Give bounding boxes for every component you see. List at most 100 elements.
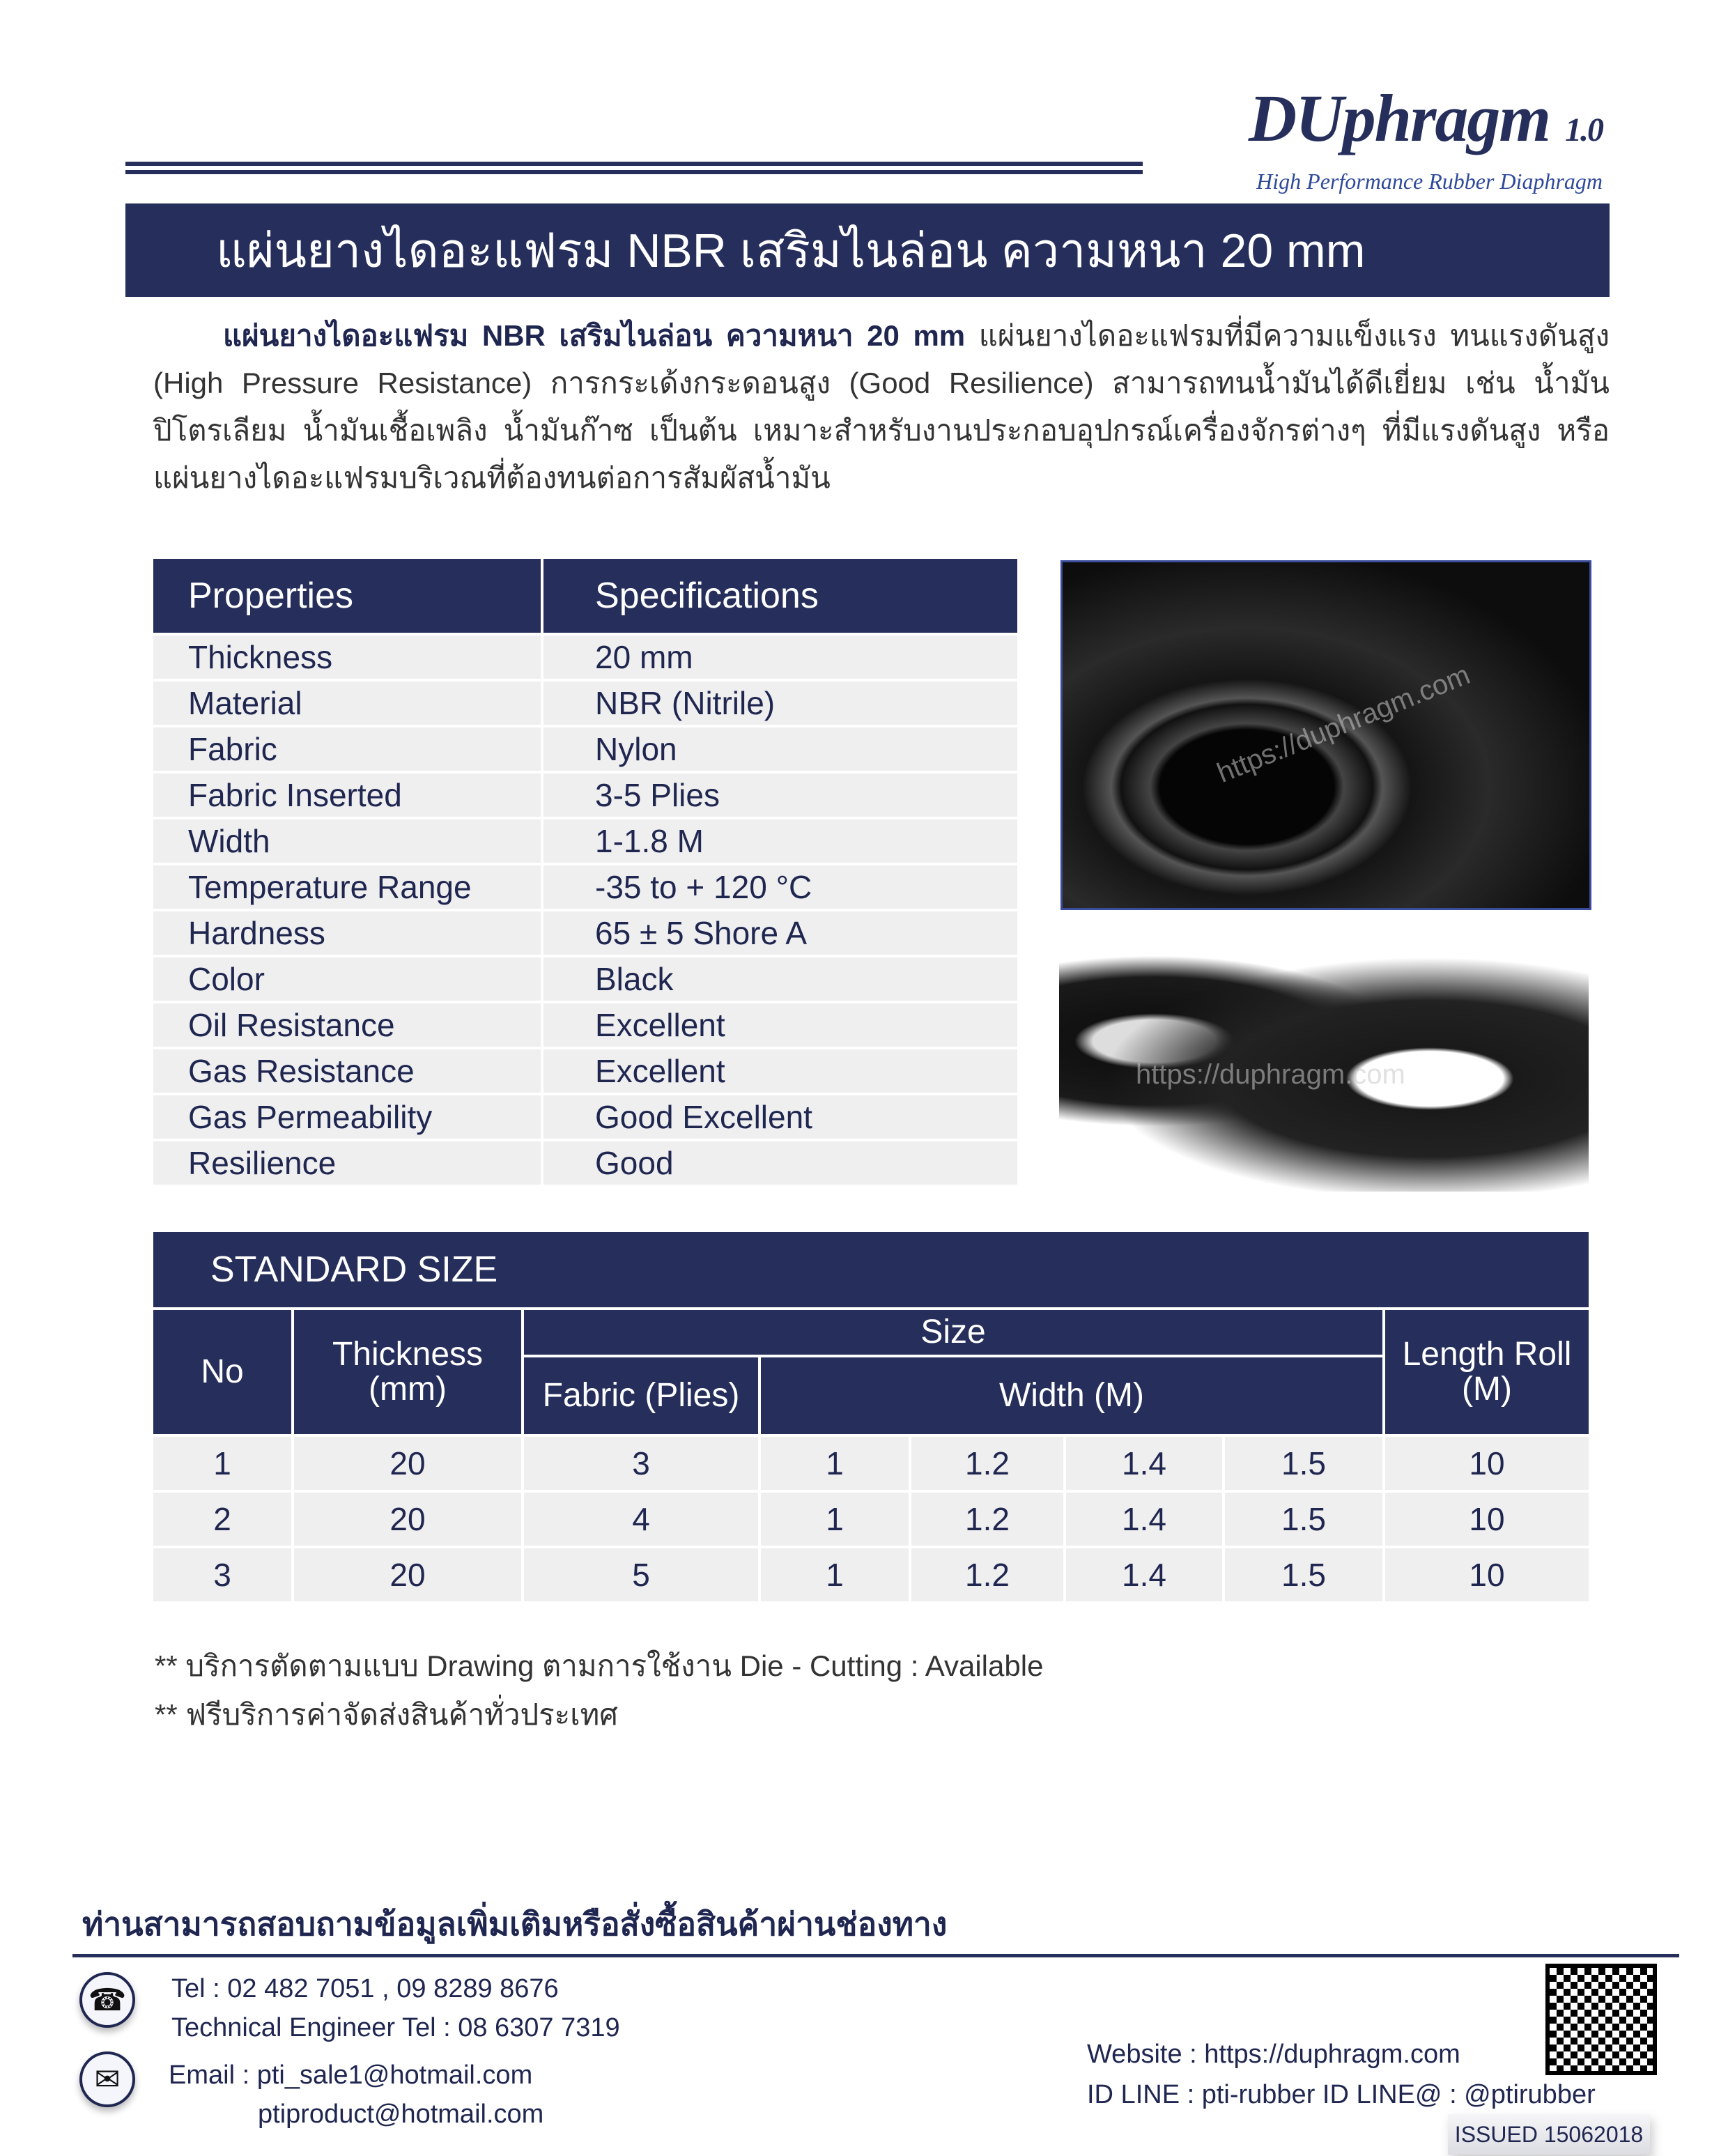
spec-value: Excellent [543, 1003, 1017, 1047]
product-image-roll: https://duphragm.com [1060, 560, 1591, 910]
logo-tagline: High Performance Rubber Diaphragm [1256, 169, 1603, 194]
tech-phone: Technical Engineer Tel : 08 6307 7319 [171, 2013, 620, 2042]
description-bold: แผ่นยางไดอะแฟรม NBR เสริมไนล่อน ความหนา … [223, 319, 966, 352]
table-cell: 20 [294, 1548, 521, 1601]
spec-value: 1-1.8 M [543, 819, 1017, 863]
header-length: Length Roll (M) [1385, 1310, 1589, 1434]
property-name: Thickness [153, 636, 541, 679]
standard-size-title: STANDARD SIZE [153, 1232, 1589, 1307]
table-cell: 1.4 [1066, 1548, 1222, 1601]
line-id: ID LINE : pti-rubber ID LINE@ : @ptirubb… [1087, 2080, 1596, 2109]
table-cell: 2 [153, 1493, 291, 1546]
spec-value: NBR (Nitrile) [543, 682, 1017, 725]
header-size: Size [524, 1310, 1382, 1355]
property-name: Resilience [153, 1141, 541, 1185]
table-row: 3 20 5 1 1.2 1.4 1.5 10 [153, 1548, 1589, 1601]
header-no: No [153, 1310, 291, 1434]
spec-value: 3-5 Plies [543, 773, 1017, 817]
logo-name: DUphragm [1248, 81, 1551, 155]
contact-heading: ท่านสามารถสอบถามข้อมูลเพิ่มเติมหรือสั่งซ… [82, 1906, 948, 1942]
header-width: Width (M) [761, 1357, 1382, 1434]
table-cell: 10 [1385, 1437, 1589, 1490]
spec-value: -35 to + 120 °C [543, 865, 1017, 909]
table-cell: 1 [761, 1548, 909, 1601]
watermark: https://duphragm.com [1212, 659, 1474, 789]
header-thickness: Thickness (mm) [294, 1310, 521, 1434]
property-name: Material [153, 682, 541, 725]
table-cell: 1 [153, 1437, 291, 1490]
table-cell: 1.5 [1225, 1437, 1382, 1490]
spec-value: Nylon [543, 727, 1017, 771]
email-icon: ✉ [79, 2051, 135, 2107]
table-cell: 1.4 [1066, 1437, 1222, 1490]
watermark: https://duphragm.com [1136, 1059, 1405, 1090]
table-cell: 10 [1385, 1493, 1589, 1546]
table-cell: 1 [761, 1437, 909, 1490]
property-name: Temperature Range [153, 865, 541, 909]
table-row: Gas Permeability Good Excellent [153, 1095, 1017, 1139]
table-row: Hardness 65 ± 5 Shore A [153, 911, 1017, 955]
table-row: Fabric Nylon [153, 727, 1017, 771]
property-name: Gas Resistance [153, 1049, 541, 1093]
table-row: Thickness 20 mm [153, 636, 1017, 679]
table-cell: 10 [1385, 1548, 1589, 1601]
spec-value: Excellent [543, 1049, 1017, 1093]
table-row: Fabric Inserted 3-5 Plies [153, 773, 1017, 817]
table-row: Width 1-1.8 M [153, 819, 1017, 863]
website-link[interactable]: Website : https://duphragm.com [1087, 2040, 1460, 2069]
table-cell: 1.5 [1225, 1493, 1382, 1546]
divider [125, 170, 1143, 174]
table-row: Color Black [153, 957, 1017, 1001]
note-shipping: ** ฟรีบริการค่าจัดส่งสินค้าทั่วประเทศ [155, 1698, 618, 1731]
divider [72, 1954, 1679, 1957]
spec-value: Black [543, 957, 1017, 1001]
table-row: Temperature Range -35 to + 120 °C [153, 865, 1017, 909]
table-cell: 1 [761, 1493, 909, 1546]
description-text: แผ่นยางไดอะแฟรมที่มีความแข็งแรง ทนแรงดัน… [153, 319, 1610, 494]
issued-badge: ISSUED 15062018 [1448, 2114, 1650, 2155]
property-name: Width [153, 819, 541, 863]
header-properties: Properties [153, 559, 541, 633]
property-name: Oil Resistance [153, 1003, 541, 1047]
email-1[interactable]: Email : pti_sale1@hotmail.com [169, 2061, 533, 2090]
table-row: 2 20 4 1 1.2 1.4 1.5 10 [153, 1493, 1589, 1546]
properties-table: Properties Specifications Thickness 20 mm M… [151, 556, 1020, 1187]
table-cell: 1.2 [911, 1493, 1063, 1546]
qr-code [1545, 1964, 1657, 2075]
property-name: Fabric [153, 727, 541, 771]
phone-icon: ☎ [79, 1972, 135, 2028]
header-fabric: Fabric (Plies) [524, 1357, 758, 1434]
spec-value: Good Excellent [543, 1095, 1017, 1139]
property-name: Fabric Inserted [153, 773, 541, 817]
brand-logo: DUphragm 1.0 High Performance Rubber Dia… [1157, 81, 1604, 194]
table-cell: 1.4 [1066, 1493, 1222, 1546]
description: แผ่นยางไดอะแฟรม NBR เสริมไนล่อน ความหนา … [153, 312, 1610, 502]
property-name: Color [153, 957, 541, 1001]
note-drawing: ** บริการตัดตามแบบ Drawing ตามการใช้งาน … [155, 1649, 1044, 1682]
phone-numbers: Tel : 02 482 7051 , 09 8289 8676 [171, 1974, 559, 2003]
spec-value: 20 mm [543, 636, 1017, 679]
spec-value: 65 ± 5 Shore A [543, 911, 1017, 955]
table-cell: 20 [294, 1493, 521, 1546]
header-specifications: Specifications [543, 559, 1017, 633]
table-cell: 5 [524, 1548, 758, 1601]
property-name: Gas Permeability [153, 1095, 541, 1139]
table-cell: 4 [524, 1493, 758, 1546]
table-row: Resilience Good [153, 1141, 1017, 1185]
divider [125, 162, 1143, 166]
standard-size-table: No Thickness (mm) Size Length Roll (M) F… [151, 1307, 1591, 1604]
table-cell: 20 [294, 1437, 521, 1490]
email-2[interactable]: ptiproduct@hotmail.com [258, 2100, 544, 2129]
table-row: 1 20 3 1 1.2 1.4 1.5 10 [153, 1437, 1589, 1490]
table-cell: 1.5 [1225, 1548, 1382, 1601]
logo-version: 1.0 [1565, 111, 1604, 148]
table-row: Oil Resistance Excellent [153, 1003, 1017, 1047]
table-row: Material NBR (Nitrile) [153, 682, 1017, 725]
product-image-diaphragms: https://duphragm.com [1059, 941, 1589, 1192]
page-title: แผ่นยางไดอะแฟรม NBR เสริมไนล่อน ความหนา … [125, 203, 1610, 297]
property-name: Hardness [153, 911, 541, 955]
table-cell: 3 [524, 1437, 758, 1490]
table-cell: 3 [153, 1548, 291, 1601]
table-cell: 1.2 [911, 1548, 1063, 1601]
spec-value: Good [543, 1141, 1017, 1185]
